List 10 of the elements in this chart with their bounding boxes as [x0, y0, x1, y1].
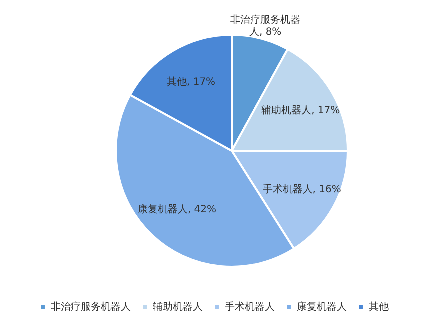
- data-label: 辅助机器人, 17%: [262, 104, 340, 116]
- data-label: 其他, 17%: [166, 76, 216, 88]
- legend-label: 辅助机器人: [153, 301, 203, 314]
- legend-label: 手术机器人: [225, 301, 275, 314]
- data-label: 康复机器人, 42%: [138, 203, 217, 216]
- data-label: 非治疗服务机器人, 8%: [230, 14, 301, 38]
- data-label: 手术机器人, 16%: [262, 184, 342, 196]
- legend-label: 其他: [369, 301, 389, 314]
- legend-label: 非治疗服务机器人: [51, 301, 131, 314]
- legend-label: 康复机器人: [297, 301, 347, 314]
